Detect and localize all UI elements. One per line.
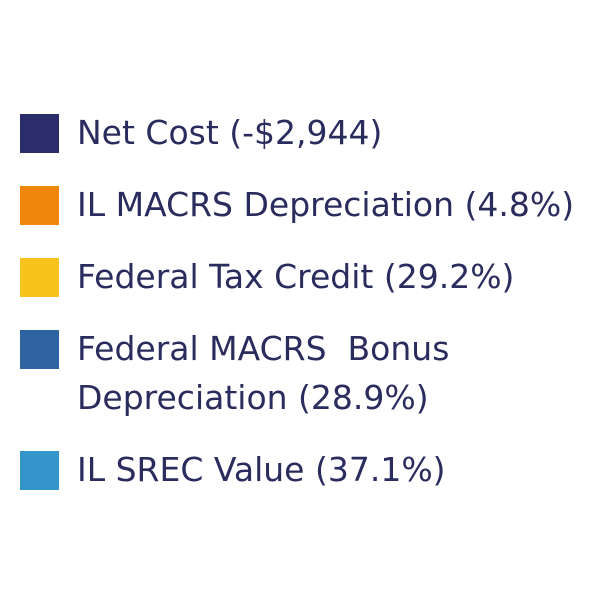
legend-item-federal-macrs-bonus-depreciation: Federal MACRS Bonus Depreciation (28.9%) <box>20 324 590 422</box>
legend-swatch-net-cost <box>20 114 59 153</box>
legend-item-il-srec-value: IL SREC Value (37.1%) <box>20 445 590 494</box>
legend-label-net-cost: Net Cost (-$2,944) <box>77 113 383 152</box>
legend-label-federal-macrs-bonus-depreciation: Federal MACRS Bonus Depreciation (28.9%) <box>77 329 460 417</box>
legend-swatch-federal-macrs-bonus-depreciation <box>20 330 59 369</box>
legend-label-il-macrs-depreciation: IL MACRS Depreciation (4.8%) <box>77 185 575 224</box>
legend-label-federal-tax-credit: Federal Tax Credit (29.2%) <box>77 257 515 296</box>
legend-item-federal-tax-credit: Federal Tax Credit (29.2%) <box>20 252 590 301</box>
legend-swatch-federal-tax-credit <box>20 258 59 297</box>
legend-swatch-il-srec-value <box>20 451 59 490</box>
legend-item-net-cost: Net Cost (-$2,944) <box>20 108 590 157</box>
legend-label-il-srec-value: IL SREC Value (37.1%) <box>77 450 446 489</box>
chart-legend: Net Cost (-$2,944) IL MACRS Depreciation… <box>20 108 590 517</box>
legend-swatch-il-macrs-depreciation <box>20 186 59 225</box>
legend-item-il-macrs-depreciation: IL MACRS Depreciation (4.8%) <box>20 180 590 229</box>
